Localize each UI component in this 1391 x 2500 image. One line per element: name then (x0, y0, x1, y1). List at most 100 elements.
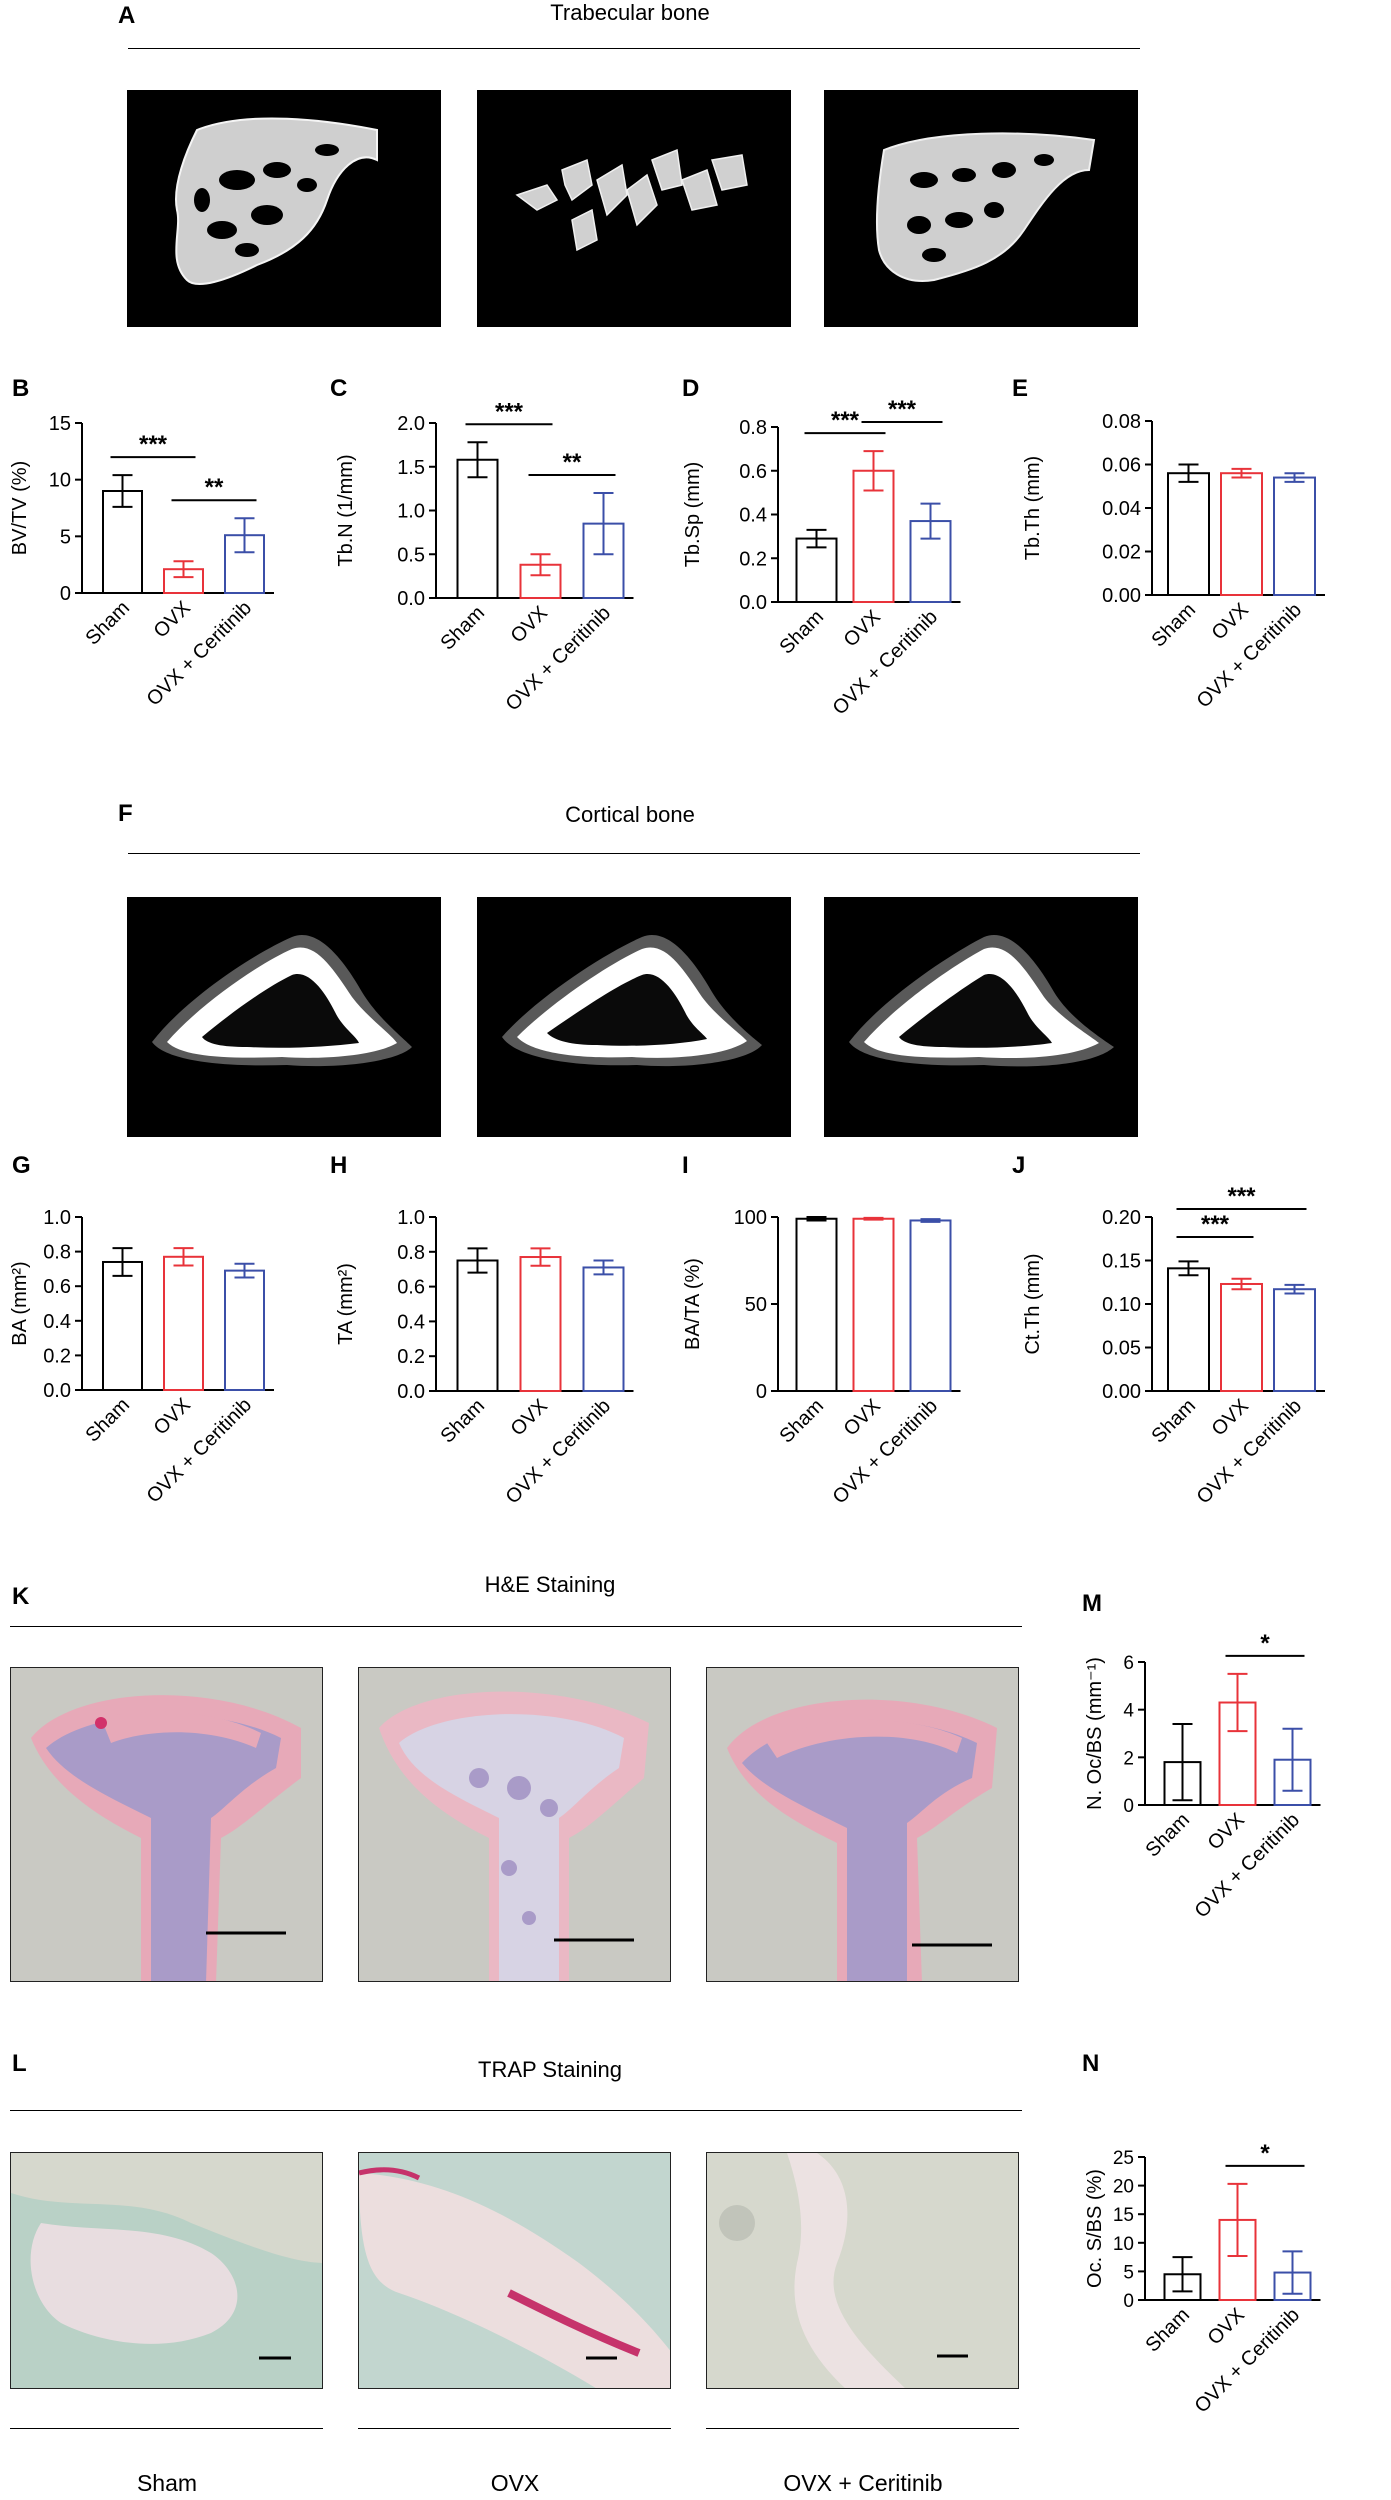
x-tick-label: OVX (1208, 1395, 1253, 1440)
x-tick-label: Sham (437, 1395, 490, 1448)
y-tick-label: 6 (1123, 1653, 1134, 1674)
panel-label-c: C (330, 375, 348, 402)
trap-title: TRAP Staining (478, 2057, 622, 2082)
y-tick-label: 0.04 (1102, 498, 1141, 520)
y-tick-label: 0.20 (1102, 1207, 1141, 1229)
y-axis-label: Tb.Th (mm) (1022, 456, 1044, 560)
y-tick-label: 2.0 (397, 413, 425, 435)
bar-sham (795, 1217, 838, 1392)
y-tick-label: 0.2 (397, 1346, 425, 1368)
bar-ovx-ceritinib (909, 1219, 952, 1393)
y-tick-label: 4 (1123, 1701, 1134, 1722)
trap-image-ceritinib (706, 2152, 1019, 2389)
panel-label-k: K (12, 1583, 30, 1610)
x-tick-label: OVX + Ceritinib (143, 597, 256, 710)
x-tick-label: Sham (82, 1394, 135, 1447)
y-tick-label: 5 (60, 526, 71, 548)
micro-ct-trabecular-render-icon (875, 132, 1096, 282)
x-tick-label: Sham (1148, 599, 1201, 652)
significance-label: *** (1201, 1211, 1230, 1238)
he-stained-femur-section-icon (727, 1699, 997, 1981)
significance-label: * (1260, 1630, 1270, 1657)
panel-label-e: E (1012, 375, 1029, 402)
x-tick-label: Sham (82, 597, 135, 650)
trabecular-image-ceritinib (824, 90, 1138, 327)
y-tick-label: 0.6 (397, 1277, 425, 1299)
y-tick-label: 15 (1113, 2205, 1134, 2226)
he-image-sham (10, 1667, 323, 1982)
y-axis-label: BA/TA (%) (682, 1258, 704, 1350)
trabecular-title: Trabecular bone (550, 0, 710, 25)
x-tick-label: OVX + Ceritinib (143, 1394, 256, 1507)
significance-label: *** (1227, 1183, 1256, 1210)
significance-label: *** (495, 398, 524, 425)
he-stained-femur-section-icon (379, 1691, 649, 1981)
bar-sham (456, 1259, 499, 1392)
x-tick-label: OVX (150, 597, 195, 642)
y-tick-label: 10 (49, 470, 71, 492)
x-tick-label: Sham (1148, 1395, 1201, 1448)
y-tick-label: 2 (1123, 1748, 1134, 1769)
label-rule-ceritinib (706, 2428, 1019, 2429)
cortical-image-sham (127, 897, 441, 1137)
trabecular-image-ovx (477, 90, 791, 327)
panel-label-j: J (1012, 1152, 1026, 1179)
y-tick-label: 1.0 (43, 1207, 71, 1229)
y-tick-label: 0 (756, 1381, 767, 1403)
significance-label: *** (831, 407, 860, 434)
x-tick-label: Sham (1142, 2304, 1195, 2357)
x-tick-label: OVX (1204, 2304, 1249, 2349)
panel-label-h: H (330, 1152, 348, 1179)
panel-label-d: D (682, 375, 700, 402)
trap-image-ovx (358, 2152, 671, 2389)
bar-ovx (1220, 1282, 1263, 1392)
y-axis-label: Tb.N (1/mm) (335, 454, 357, 566)
y-tick-label: 1.0 (397, 501, 425, 523)
y-tick-label: 0.8 (739, 417, 767, 439)
y-tick-label: 25 (1113, 2148, 1134, 2169)
x-tick-label: Sham (776, 1395, 829, 1448)
significance-label: ** (205, 474, 224, 501)
y-axis-label: BV/TV (%) (9, 461, 31, 555)
x-tick-label: OVX (507, 602, 552, 647)
y-tick-label: 0.6 (43, 1276, 71, 1298)
y-tick-label: 0 (1123, 1796, 1134, 1817)
y-axis-label: Ct.Th (mm) (1022, 1253, 1044, 1354)
y-axis-label: Oc. S/BS (%) (1084, 2169, 1106, 2288)
y-tick-label: 5 (1123, 2262, 1134, 2283)
trabecular-image-sham (127, 90, 441, 327)
y-tick-label: 0.06 (1102, 455, 1141, 477)
y-tick-label: 0.00 (1102, 585, 1141, 607)
label-rule-ovx (358, 2428, 671, 2429)
bar-ovx-ceritinib (1273, 476, 1316, 596)
micro-ct-trabecular-render-icon (515, 148, 748, 252)
micro-ct-cortical-cross-section-icon (502, 935, 762, 1067)
y-tick-label: 0.0 (397, 588, 425, 610)
y-tick-label: 0.4 (739, 505, 767, 527)
group-label-ovx: OVX (490, 2470, 540, 2496)
y-tick-label: 20 (1113, 2177, 1134, 2198)
cortical-rule (128, 853, 1140, 854)
cortical-image-ceritinib (824, 897, 1138, 1137)
x-tick-label: OVX (1204, 1809, 1249, 1854)
he-title: H&E Staining (484, 1572, 616, 1597)
y-tick-label: 0.0 (43, 1380, 71, 1402)
trap-rule (10, 2110, 1022, 2111)
y-tick-label: 0 (1123, 2291, 1134, 2312)
x-tick-label: Sham (776, 606, 829, 659)
y-tick-label: 0.2 (739, 548, 767, 570)
panel-label-n: N (1082, 2050, 1100, 2077)
y-tick-label: 0.15 (1102, 1251, 1141, 1273)
he-stained-femur-section-icon (31, 1695, 301, 1981)
micro-ct-cortical-cross-section-icon (152, 935, 412, 1067)
trap-stained-bone-section-icon (11, 2193, 322, 2388)
group-label-ceritinib: OVX + Ceritinib (783, 2470, 943, 2496)
x-tick-label: Sham (437, 602, 490, 655)
y-tick-label: 100 (734, 1207, 767, 1229)
